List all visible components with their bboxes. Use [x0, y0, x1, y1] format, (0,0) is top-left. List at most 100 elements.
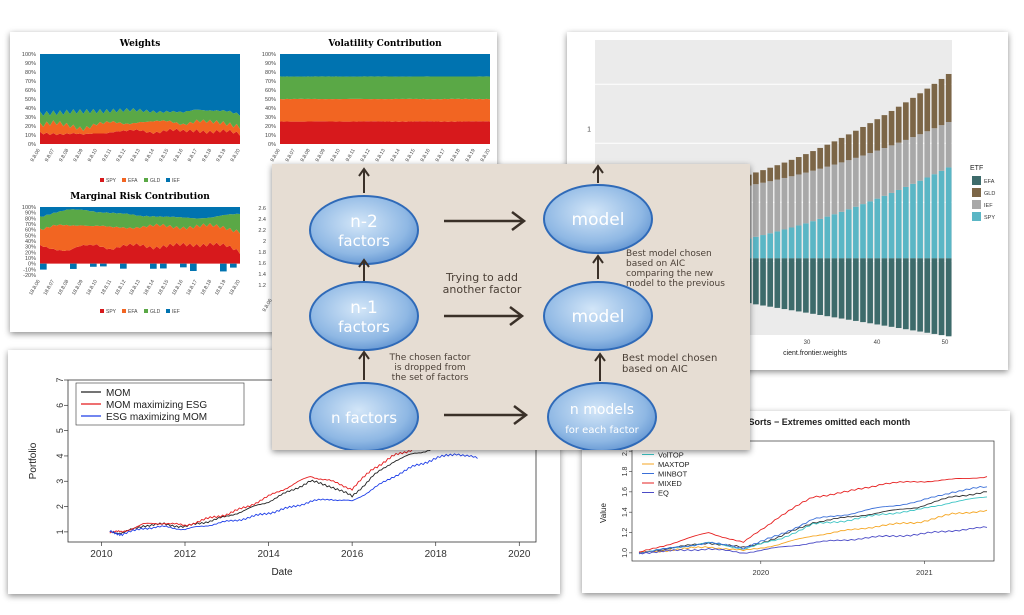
- bar-ief: [924, 131, 931, 178]
- bar-ief: [938, 125, 945, 171]
- bar-spy: [838, 211, 845, 259]
- x-tick-label: 9.8.19: [465, 148, 477, 163]
- bar-gld: [788, 159, 795, 177]
- x-tick-label: 18.8.06: [28, 279, 42, 297]
- bar-ief: [874, 150, 881, 199]
- bar-gld: [931, 83, 938, 129]
- x-tick-label: 9.8.13: [130, 148, 142, 163]
- bar-spy: [931, 174, 938, 259]
- x-axis-label: cient.frontier.weights: [783, 350, 847, 357]
- bar-ief: [824, 166, 831, 217]
- bar-gld: [888, 110, 895, 146]
- x-tick-label: 9.8.20: [230, 148, 242, 163]
- y-tick-label: 100%: [22, 52, 36, 58]
- bar-spy: [817, 218, 823, 259]
- legend-label: EFA: [128, 178, 138, 184]
- area-spy: [40, 128, 240, 144]
- y-tick-label: 6: [55, 403, 65, 408]
- x-tick-label: 18.8.11: [100, 279, 113, 296]
- bar-efa-negative: [853, 258, 859, 321]
- note-best-aic: Best model chosen: [622, 353, 717, 364]
- note-add-factor: Trying to add: [445, 271, 518, 284]
- y-tick-label: 2.2: [258, 228, 266, 234]
- node-label: for each factor: [565, 425, 639, 436]
- x-tick-label: 2020: [752, 568, 769, 577]
- area-gld: [40, 209, 240, 234]
- y-tick-label: 0%: [268, 142, 276, 148]
- chart-title: Marginal Risk Contribution: [70, 192, 210, 202]
- series-line-0: [109, 434, 478, 535]
- bar-spy: [810, 221, 816, 259]
- y-tick-label: 0%: [28, 142, 36, 148]
- node-label: n-2: [350, 212, 378, 232]
- negative-bar: [160, 263, 167, 269]
- bar-gld: [774, 165, 781, 180]
- legend-swatch: [122, 178, 126, 182]
- legend-label: MAXTOP: [658, 460, 690, 469]
- y-tick-label: 20%: [25, 250, 36, 256]
- bar-efa-negative: [838, 258, 845, 319]
- x-tick-label: 18.8.10: [85, 279, 99, 297]
- y-tick-label: 90%: [25, 211, 36, 217]
- bar-gld: [881, 115, 888, 148]
- negative-bar: [190, 263, 197, 271]
- bar-ief: [888, 145, 895, 193]
- bar-gld: [903, 102, 909, 140]
- legend-swatch: [100, 309, 104, 313]
- x-tick-label: 9.8.18: [450, 148, 462, 163]
- bar-ief: [831, 164, 838, 215]
- bar-gld: [838, 137, 845, 163]
- ellipse: [547, 382, 657, 450]
- legend-label: MINBOT: [658, 470, 688, 479]
- x-axis-label: Date: [271, 567, 293, 578]
- legend-swatch: [972, 188, 981, 197]
- bar-gld: [938, 78, 945, 126]
- x-tick-label: 18.8.13: [128, 279, 142, 297]
- bar-efa-negative: [788, 258, 795, 311]
- bar-ief: [881, 147, 888, 196]
- bar-spy: [824, 216, 831, 259]
- y-tick-label: 1.6: [622, 487, 629, 497]
- y-tick-label: 1.0: [622, 548, 629, 558]
- y-tick-label: 1.4: [258, 272, 266, 278]
- bar-ief: [817, 168, 823, 219]
- x-tick-label: 9.8.11: [101, 148, 113, 163]
- node-model-mid: model: [543, 281, 653, 351]
- legend-title: ETF: [970, 165, 983, 172]
- x-tick-label: 18.8.07: [42, 279, 56, 297]
- bar-spy: [917, 180, 923, 259]
- legend-label: SPY: [106, 178, 117, 184]
- legend-label: GLD: [150, 178, 161, 184]
- bar-spy: [853, 206, 859, 259]
- series-line-2: [638, 509, 988, 554]
- legend-label: IEF: [172, 178, 180, 184]
- note-factor-dropped: is dropped from: [394, 363, 465, 373]
- bar-ief: [838, 162, 845, 212]
- bar-efa-negative: [774, 258, 781, 308]
- x-tick-label: 18.8.14: [142, 279, 156, 297]
- y-tick-label: 2.0: [622, 446, 629, 456]
- x-tick-label: 9.8.08: [58, 148, 70, 163]
- bar-spy: [881, 195, 888, 259]
- negative-bar: [90, 263, 97, 267]
- negative-bar: [180, 263, 187, 268]
- chart-volatility: Volatility Contribution 100% 90% 80% 70% 60% 5…: [262, 39, 492, 163]
- y-tick-label: 40%: [265, 106, 276, 112]
- legend-label: VolTOP: [658, 451, 684, 460]
- legend-label: ESG maximizing MOM: [106, 412, 207, 423]
- legend-swatch: [144, 309, 148, 313]
- bar-spy: [845, 209, 852, 259]
- arrow-head: [513, 405, 529, 425]
- x-tick-label: 9.8.13: [375, 148, 387, 163]
- note-add-factor: another factor: [443, 283, 522, 296]
- y-tick-label: 50%: [25, 233, 36, 239]
- bar-efa-negative: [824, 258, 831, 317]
- bar-spy: [753, 236, 759, 259]
- ellipse: [543, 281, 653, 351]
- x-tick-label: 40: [874, 340, 881, 346]
- chart-title: ore Sorts − Extremes omitted each month: [732, 417, 910, 427]
- bar-ief: [910, 137, 916, 184]
- legend-label: EFA: [128, 309, 138, 315]
- bar-spy: [831, 214, 838, 259]
